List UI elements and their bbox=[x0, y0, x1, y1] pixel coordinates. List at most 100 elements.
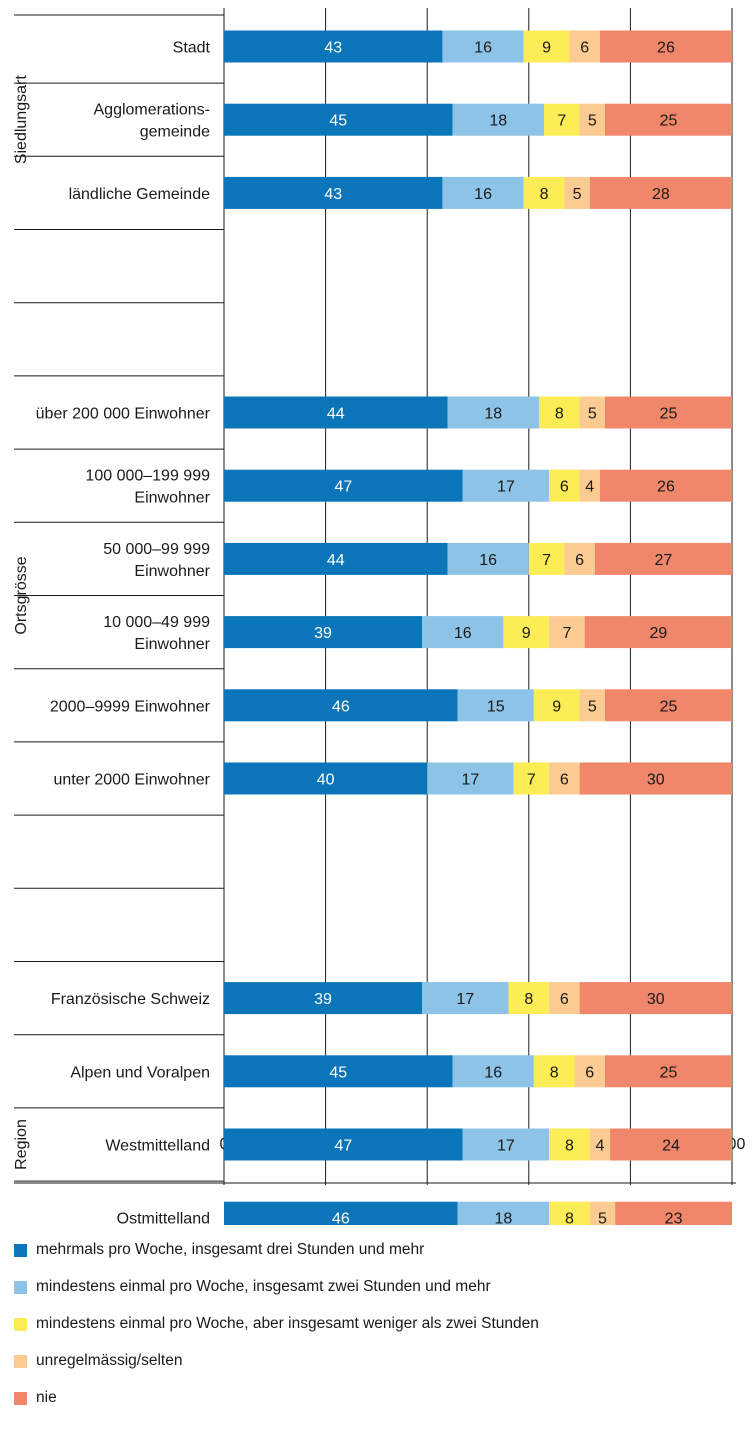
data-label: 18 bbox=[495, 1211, 513, 1225]
data-label: 16 bbox=[484, 1064, 502, 1081]
data-label: 8 bbox=[555, 406, 564, 423]
bar-segment bbox=[564, 176, 590, 209]
legend-swatch bbox=[14, 1391, 27, 1405]
data-label: 26 bbox=[657, 40, 675, 57]
data-label: 16 bbox=[479, 552, 497, 569]
bar-segment bbox=[549, 762, 580, 795]
data-label: 9 bbox=[522, 625, 531, 642]
bar-segment bbox=[605, 689, 732, 722]
data-label: 30 bbox=[647, 772, 665, 789]
data-label: 4 bbox=[595, 1138, 604, 1155]
bar-segment bbox=[538, 396, 580, 429]
bar-segment bbox=[579, 982, 732, 1015]
bar-segment bbox=[224, 542, 448, 575]
bar-segment bbox=[508, 982, 550, 1015]
bar-segment bbox=[452, 1055, 534, 1088]
data-label: 8 bbox=[540, 186, 549, 203]
bar-segment bbox=[533, 689, 580, 722]
data-label: 7 bbox=[527, 772, 536, 789]
legend-label: unregelmässig/selten bbox=[36, 1352, 183, 1369]
bar-segment bbox=[589, 1128, 611, 1161]
bar-segment bbox=[224, 30, 443, 63]
category-label: Ostmittelland bbox=[117, 1211, 210, 1225]
legend-label: nie bbox=[36, 1389, 57, 1406]
bar-segment bbox=[224, 1128, 463, 1161]
bar-segment bbox=[589, 176, 732, 209]
data-label: 6 bbox=[575, 552, 584, 569]
bar-segment bbox=[422, 616, 504, 649]
chart-legend: mehrmals pro Woche, insgesamt drei Stund… bbox=[14, 1240, 539, 1425]
bar-segment bbox=[427, 762, 514, 795]
data-label: 5 bbox=[588, 698, 597, 715]
data-label: 16 bbox=[454, 625, 472, 642]
bar-segment bbox=[544, 103, 580, 136]
data-label: 46 bbox=[332, 1211, 350, 1225]
data-label: 9 bbox=[542, 40, 551, 57]
data-label: 8 bbox=[565, 1138, 574, 1155]
data-label: 16 bbox=[474, 40, 492, 57]
bar-segment bbox=[549, 1128, 590, 1161]
bar-segment bbox=[224, 176, 443, 209]
data-label: 16 bbox=[474, 186, 492, 203]
data-label: 44 bbox=[327, 552, 345, 569]
bar-segment bbox=[574, 1055, 605, 1088]
data-label: 5 bbox=[573, 186, 582, 203]
data-label: 17 bbox=[497, 1138, 515, 1155]
legend-item: mehrmals pro Woche, insgesamt drei Stund… bbox=[14, 1240, 539, 1260]
category-label: Westmittelland bbox=[105, 1138, 210, 1155]
legend-item: unregelmässig/selten bbox=[14, 1351, 539, 1371]
bar-segment bbox=[462, 469, 550, 502]
stacked-bar-chart: 020406080100Stadt43169626Agglomerations-… bbox=[13, 8, 745, 1225]
bar-segment bbox=[442, 30, 524, 63]
bar-segment bbox=[224, 1055, 453, 1088]
data-label: 39 bbox=[314, 625, 332, 642]
data-label: 5 bbox=[598, 1211, 607, 1225]
bar-segment bbox=[224, 616, 423, 649]
data-label: 9 bbox=[552, 698, 561, 715]
bar-segment bbox=[549, 616, 585, 649]
category-label: Alpen und Voralpen bbox=[70, 1064, 210, 1081]
bar-segment bbox=[549, 1201, 590, 1225]
bar-segment bbox=[579, 396, 605, 429]
data-label: 30 bbox=[647, 991, 665, 1008]
group-title: Siedlungsart bbox=[13, 75, 30, 165]
data-label: 28 bbox=[652, 186, 670, 203]
data-label: 4 bbox=[585, 479, 594, 496]
data-label: 23 bbox=[665, 1211, 683, 1225]
bar-segment bbox=[549, 469, 580, 502]
bar-segment bbox=[579, 469, 600, 502]
data-label: 6 bbox=[560, 772, 569, 789]
data-label: 25 bbox=[660, 1064, 678, 1081]
data-label: 24 bbox=[662, 1138, 680, 1155]
data-label: 5 bbox=[588, 113, 597, 130]
data-label: 43 bbox=[324, 186, 342, 203]
legend-label: mindestens einmal pro Woche, aber insges… bbox=[36, 1315, 539, 1332]
data-label: 7 bbox=[542, 552, 551, 569]
data-label: 44 bbox=[327, 406, 345, 423]
bar-segment bbox=[579, 689, 605, 722]
data-label: 6 bbox=[560, 479, 569, 496]
bar-segment bbox=[523, 30, 570, 63]
data-label: 29 bbox=[649, 625, 667, 642]
category-label: Französische Schweiz bbox=[51, 991, 210, 1008]
category-label: 10 000–49 999 Einwohner bbox=[103, 614, 210, 653]
bar-segment bbox=[589, 1201, 616, 1225]
category-label: 50 000–99 999 Einwohner bbox=[103, 541, 210, 580]
data-label: 25 bbox=[660, 698, 678, 715]
data-label: 18 bbox=[484, 406, 502, 423]
data-label: 46 bbox=[332, 698, 350, 715]
bar-segment bbox=[605, 1055, 732, 1088]
data-label: 18 bbox=[489, 113, 507, 130]
bar-segment bbox=[579, 762, 732, 795]
data-label: 6 bbox=[560, 991, 569, 1008]
bar-segment bbox=[447, 396, 539, 429]
bar-segment bbox=[615, 1201, 732, 1225]
data-label: 25 bbox=[660, 406, 678, 423]
data-label: 17 bbox=[461, 772, 479, 789]
legend-swatch bbox=[14, 1280, 27, 1294]
bar-segment bbox=[224, 762, 428, 795]
data-label: 25 bbox=[660, 113, 678, 130]
data-label: 45 bbox=[329, 1064, 347, 1081]
data-label: 5 bbox=[588, 406, 597, 423]
bar-segment bbox=[564, 542, 595, 575]
